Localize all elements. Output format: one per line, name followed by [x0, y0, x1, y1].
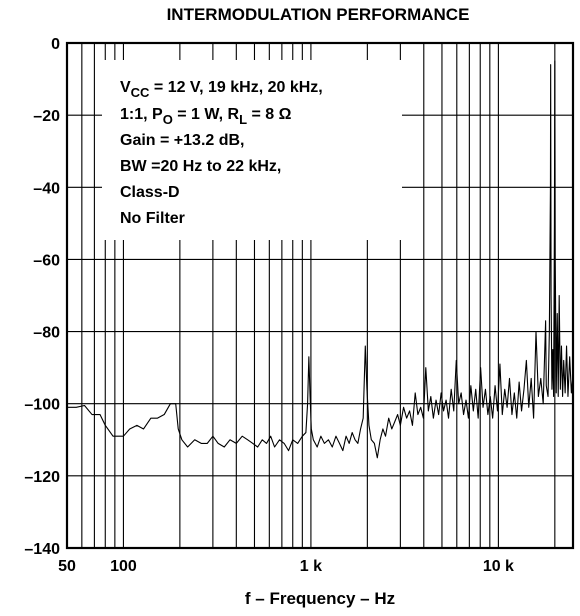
y-tick-labels: 0 –20 –40 –60 –80 –100 –120 –140	[24, 36, 60, 558]
x-tick-label: 100	[110, 558, 137, 575]
y-tick-label: –20	[33, 108, 60, 125]
y-tick-label: –120	[24, 469, 60, 486]
series-line	[67, 60, 574, 459]
annotation: VCC = 12 V, 19 kHz, 20 kHz, 1:1, PO = 1 …	[120, 79, 323, 227]
annotation-line-6: No Filter	[120, 210, 185, 227]
series-group	[67, 60, 574, 459]
y-tick-label: –140	[24, 541, 60, 558]
annotation-line-2-c: = 8 Ω	[247, 106, 292, 123]
annotation-line-1-v: V	[120, 79, 131, 96]
annotation-line-4: BW =20 Hz to 22 kHz,	[120, 158, 281, 175]
annotation-line-1-rest: = 12 V, 19 kHz, 20 kHz,	[149, 79, 322, 96]
plot-frame	[65, 41, 575, 550]
annotation-line-2-rsub: L	[239, 112, 247, 127]
annotation-line-3: Gain = +13.2 dB,	[120, 132, 245, 149]
x-tick-label: 10 k	[483, 558, 514, 575]
x-axis-label: f – Frequency – Hz	[245, 589, 395, 608]
annotation-line-1: VCC = 12 V, 19 kHz, 20 kHz,	[120, 79, 323, 100]
annotation-line-2-a: 1:1, P	[120, 106, 163, 123]
x-tick-labels: 50 100 1 k 10 k	[58, 558, 514, 575]
annotation-line-2-b: = 1 W, R	[173, 106, 240, 123]
y-tick-label: –40	[33, 180, 60, 197]
y-tick-label: –80	[33, 325, 60, 342]
annotation-box	[102, 60, 402, 240]
chart-title: INTERMODULATION PERFORMANCE	[167, 5, 470, 24]
annotation-line-2-psub: O	[163, 112, 173, 127]
x-tick-label: 1 k	[300, 558, 322, 575]
annotation-line-2: 1:1, PO = 1 W, RL = 8 Ω	[120, 106, 292, 127]
y-tick-label: –100	[24, 397, 60, 414]
annotation-line-5: Class-D	[120, 184, 180, 201]
y-tick-label: –60	[33, 252, 60, 269]
annotation-line-1-sub: CC	[131, 85, 150, 100]
y-tick-label: 0	[51, 36, 60, 53]
x-tick-label: 50	[58, 558, 76, 575]
